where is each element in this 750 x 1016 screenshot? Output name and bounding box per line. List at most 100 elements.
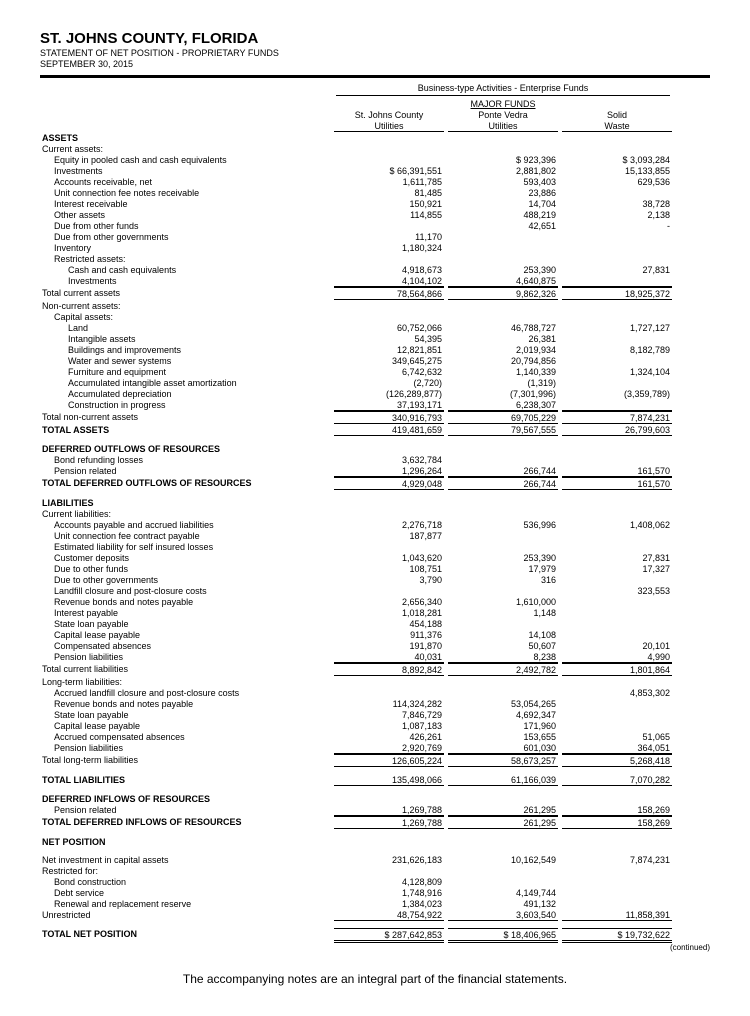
row-label: Compensated absences <box>40 640 330 651</box>
row-value: 266,744 <box>448 465 558 477</box>
row-value: (1,319) <box>448 377 558 388</box>
row-value <box>448 865 558 876</box>
row-value <box>334 508 444 519</box>
row-label: Due from other governments <box>40 231 330 242</box>
row-label: Due to other governments <box>40 574 330 585</box>
row-value: 349,645,275 <box>334 355 444 366</box>
row-label: Debt service <box>40 887 330 898</box>
row-value <box>562 242 672 253</box>
row-value <box>334 585 444 596</box>
row-value: 114,324,282 <box>334 698 444 709</box>
row-value: 46,788,727 <box>448 322 558 333</box>
row-value <box>562 454 672 465</box>
row-value: 6,742,632 <box>334 366 444 377</box>
row-label: Unrestricted <box>40 909 330 921</box>
row-value: (3,359,789) <box>562 388 672 399</box>
row-value: 340,916,793 <box>334 411 444 424</box>
row-value <box>334 143 444 154</box>
row-value <box>334 865 444 876</box>
row-value: 27,831 <box>562 552 672 563</box>
row-label: Furniture and equipment <box>40 366 330 377</box>
row-label: Equity in pooled cash and cash equivalen… <box>40 154 330 165</box>
row-value <box>448 231 558 242</box>
row-value <box>562 377 672 388</box>
row-value <box>562 698 672 709</box>
section-header: LIABILITIES <box>40 497 672 508</box>
row-value: 69,705,229 <box>448 411 558 424</box>
row-label: Bond refunding losses <box>40 454 330 465</box>
row-label: Net investment in capital assets <box>40 854 330 865</box>
row-label: Estimated liability for self insured los… <box>40 541 330 552</box>
row-value: 426,261 <box>334 731 444 742</box>
row-value <box>562 530 672 541</box>
row-value: 51,065 <box>562 731 672 742</box>
row-value <box>334 300 444 311</box>
row-value <box>448 143 558 154</box>
statement-type: STATEMENT OF NET POSITION - PROPRIETARY … <box>40 48 710 58</box>
row-value: 26,799,603 <box>562 424 672 436</box>
row-value: 4,929,048 <box>334 477 444 490</box>
row-value: 23,886 <box>448 187 558 198</box>
row-value <box>448 454 558 465</box>
row-value: 114,855 <box>334 209 444 220</box>
row-value: 253,390 <box>448 264 558 275</box>
row-value: 601,030 <box>448 742 558 754</box>
row-value: 20,794,856 <box>448 355 558 366</box>
row-value <box>334 311 444 322</box>
row-value: 48,754,922 <box>334 909 444 921</box>
row-value: (7,301,996) <box>448 388 558 399</box>
col1-b: Utilities <box>334 120 444 132</box>
row-value: 1,148 <box>448 607 558 618</box>
row-value <box>334 676 444 687</box>
row-value: 7,874,231 <box>562 854 672 865</box>
row-label: Interest receivable <box>40 198 330 209</box>
row-value: 161,570 <box>562 465 672 477</box>
row-value: 8,238 <box>448 651 558 663</box>
row-value: $ 287,642,853 <box>334 928 444 943</box>
row-value: $ 3,093,284 <box>562 154 672 165</box>
row-value: 4,853,302 <box>562 687 672 698</box>
row-value: 79,567,555 <box>448 424 558 436</box>
row-label: Long-term liabilities: <box>40 676 330 687</box>
row-value: 1,269,788 <box>334 816 444 829</box>
row-label: Accounts payable and accrued liabilities <box>40 519 330 530</box>
row-value: $ 923,396 <box>448 154 558 165</box>
col3-a: Solid <box>562 109 672 120</box>
row-value: 488,219 <box>448 209 558 220</box>
col-major: MAJOR FUNDS <box>336 99 670 109</box>
row-value <box>562 887 672 898</box>
row-value: 158,269 <box>562 804 672 816</box>
row-label: Accounts receivable, net <box>40 176 330 187</box>
row-value: 1,018,281 <box>334 607 444 618</box>
row-value: 261,295 <box>448 804 558 816</box>
row-value: 1,087,183 <box>334 720 444 731</box>
row-value <box>448 676 558 687</box>
row-value <box>334 253 444 264</box>
row-label: Land <box>40 322 330 333</box>
row-value: 4,104,102 <box>334 275 444 287</box>
row-label: Inventory <box>40 242 330 253</box>
row-value <box>562 143 672 154</box>
row-value: 629,536 <box>562 176 672 187</box>
row-label: Investments <box>40 165 330 176</box>
row-value: 9,862,326 <box>448 287 558 300</box>
row-value: 1,611,785 <box>334 176 444 187</box>
row-label: Revenue bonds and notes payable <box>40 596 330 607</box>
row-label: Cash and cash equivalents <box>40 264 330 275</box>
section-header: ASSETS <box>40 132 672 143</box>
row-value: 1,140,339 <box>448 366 558 377</box>
row-value: 7,874,231 <box>562 411 672 424</box>
row-value: 18,925,372 <box>562 287 672 300</box>
row-label: Capital lease payable <box>40 720 330 731</box>
row-value <box>448 530 558 541</box>
row-value <box>562 618 672 629</box>
row-value: 126,605,224 <box>334 754 444 767</box>
row-value: 2,492,782 <box>448 663 558 676</box>
row-value: 491,132 <box>448 898 558 909</box>
row-value <box>562 876 672 887</box>
financial-table: Business-type Activities - Enterprise Fu… <box>40 82 710 943</box>
row-label: Construction in progress <box>40 399 330 411</box>
row-value: 1,180,324 <box>334 242 444 253</box>
row-value: 191,870 <box>334 640 444 651</box>
row-value: 266,744 <box>448 477 558 490</box>
